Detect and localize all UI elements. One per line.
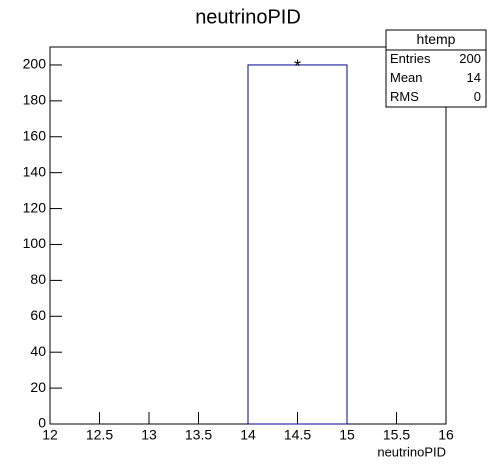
x-tick-label: 13: [141, 427, 157, 443]
chart-title: neutrinoPID: [195, 6, 301, 28]
y-tick-label: 80: [30, 271, 46, 287]
stats-title: htemp: [417, 31, 456, 47]
stats-value: 200: [459, 51, 481, 66]
y-tick-label: 60: [30, 307, 46, 323]
stats-value: 14: [467, 70, 481, 85]
marker: *: [294, 57, 301, 77]
x-tick-label: 12.5: [86, 427, 113, 443]
y-tick-label: 20: [30, 379, 46, 395]
x-axis-label: neutrinoPID: [377, 444, 446, 459]
stats-label: Entries: [390, 51, 431, 66]
x-tick-label: 14.5: [284, 427, 311, 443]
x-tick-label: 15: [339, 427, 355, 443]
y-tick-label: 200: [23, 56, 47, 72]
y-tick-label: 160: [23, 127, 47, 143]
stats-label: RMS: [390, 89, 419, 104]
y-tick-label: 120: [23, 199, 47, 215]
y-tick-label: 180: [23, 92, 47, 108]
y-tick-label: 140: [23, 163, 47, 179]
x-tick-label: 14: [240, 427, 256, 443]
y-tick-label: 100: [23, 235, 47, 251]
y-tick-label: 40: [30, 343, 46, 359]
y-tick-label: 0: [38, 415, 46, 431]
x-tick-label: 16: [438, 427, 454, 443]
x-tick-label: 15.5: [383, 427, 410, 443]
stats-value: 0: [474, 89, 481, 104]
x-tick-label: 13.5: [185, 427, 212, 443]
stats-label: Mean: [390, 70, 423, 85]
x-tick-label: 12: [42, 427, 58, 443]
stats-box: [385, 29, 487, 108]
bar: [247, 64, 348, 425]
